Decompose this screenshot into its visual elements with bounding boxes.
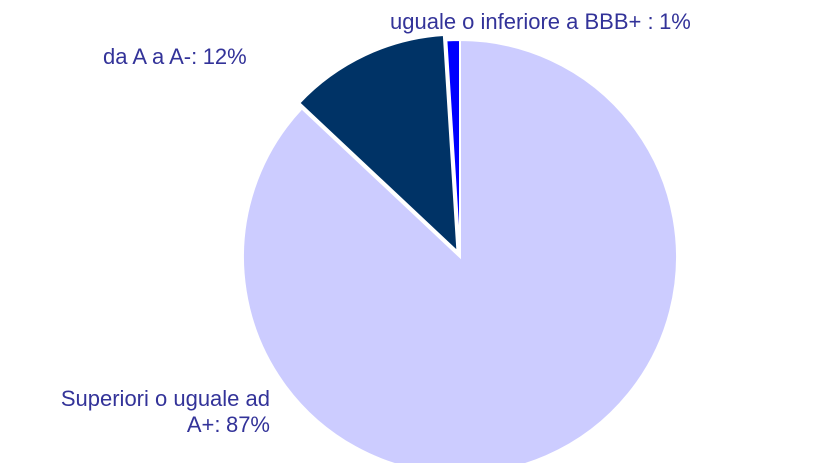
value-label: 1%: [659, 9, 691, 34]
slice-label: uguale o inferiore a BBB+ :1%: [390, 9, 691, 35]
pie-slice: [445, 38, 461, 258]
category-label: da A a A-:: [103, 44, 198, 69]
category-label: Superiori o uguale ad A+:: [60, 386, 270, 437]
slice-label: da A a A-: 12%: [103, 44, 247, 70]
category-label: uguale o inferiore a BBB+ :: [390, 9, 654, 34]
value-label: 87%: [225, 412, 270, 437]
pie-slice: [297, 33, 459, 255]
value-label: 12%: [202, 44, 247, 69]
slice-label: Superiori o uguale ad A+: 87%: [0, 386, 270, 438]
